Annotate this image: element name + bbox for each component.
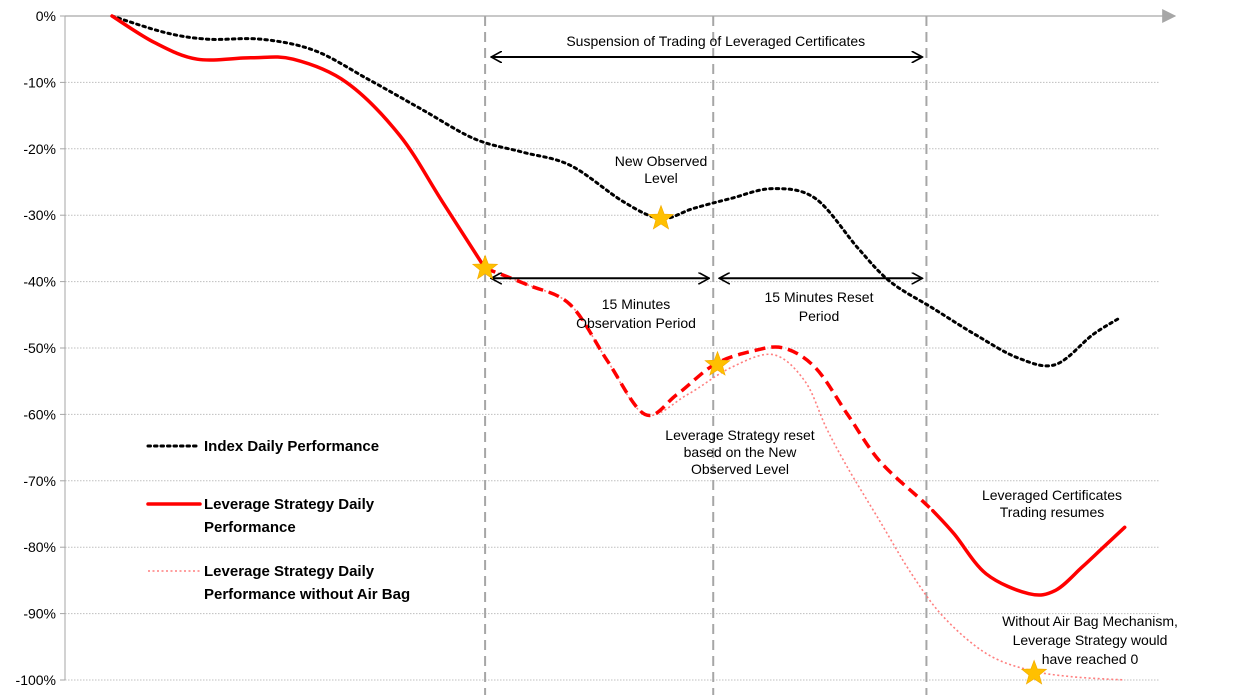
- without-airbag-label: have reached 0: [1042, 651, 1139, 667]
- without-airbag-label: Without Air Bag Mechanism,: [1002, 613, 1178, 629]
- trading-resumes-label: Leveraged Certificates: [982, 487, 1122, 503]
- trading-resumes-label: Trading resumes: [1000, 504, 1105, 520]
- reset-period-label: Period: [799, 308, 839, 324]
- reset-based-label: Observed Level: [691, 461, 789, 477]
- suspension-label: Suspension of Trading of Leveraged Certi…: [566, 33, 865, 49]
- star-marker: [1020, 659, 1048, 685]
- series-line: [110, 14, 1121, 368]
- legend-label: Leverage Strategy Daily: [204, 496, 375, 513]
- new-observed-label: New Observed: [615, 153, 708, 169]
- y-tick-label: -40%: [23, 274, 56, 290]
- star-marker: [471, 254, 499, 280]
- star-marker: [704, 350, 731, 376]
- event-lines: [484, 16, 928, 695]
- y-tick-label: -10%: [23, 74, 56, 90]
- series-line: [484, 266, 935, 512]
- reset-based-label: Leverage Strategy reset: [665, 427, 815, 443]
- y-tick-label: -30%: [23, 207, 56, 223]
- series-lines: [110, 14, 1127, 681]
- legend-label: Index Daily Performance: [204, 438, 379, 455]
- y-tick-label: 0%: [36, 8, 56, 24]
- legend-label: Performance without Air Bag: [204, 586, 410, 603]
- legend: Index Daily Performance Leverage Strategy…: [146, 438, 410, 603]
- period-arrows: [491, 57, 922, 278]
- star-markers: [471, 204, 1048, 685]
- y-tick-label: -80%: [23, 539, 56, 555]
- series-line: [110, 14, 487, 271]
- y-tick-label: -90%: [23, 606, 56, 622]
- y-tick-label: -100%: [16, 672, 56, 688]
- legend-label: Performance: [204, 519, 296, 536]
- without-airbag-label: Leverage Strategy would: [1013, 632, 1168, 648]
- observation-period-label: Observation Period: [576, 315, 696, 331]
- y-tick-label: -60%: [23, 406, 56, 422]
- y-tick-label: -50%: [23, 340, 56, 356]
- legend-label: Leverage Strategy Daily: [204, 563, 375, 580]
- series-line: [484, 267, 1125, 681]
- annotations: Suspension of Trading of Leveraged Certi…: [566, 33, 1178, 667]
- y-axis: 0% -10% -20% -30% -40% -50% -60% -70% -80% -90% -1…: [16, 8, 1177, 688]
- new-observed-label: Level: [644, 170, 677, 186]
- y-tick-label: -20%: [23, 141, 56, 157]
- star-marker: [647, 204, 675, 230]
- reset-period-label: 15 Minutes Reset: [765, 289, 874, 305]
- series-line: [931, 508, 1127, 597]
- y-tick-label: -70%: [23, 473, 56, 489]
- observation-period-label: 15 Minutes: [602, 296, 670, 312]
- reset-based-label: based on the New: [684, 444, 798, 460]
